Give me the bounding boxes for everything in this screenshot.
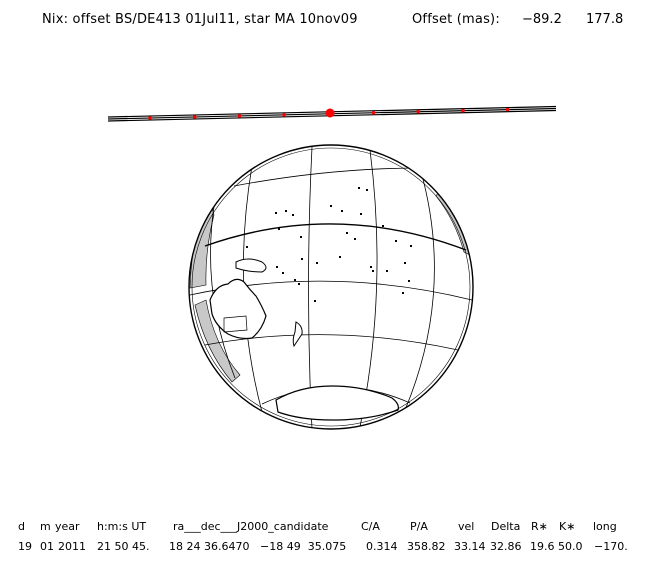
island-dot — [360, 213, 362, 215]
pacific-islands — [246, 187, 412, 302]
offset-label: Offset (mas): — [412, 12, 500, 27]
header-delta: Delta — [491, 520, 521, 533]
shadow-track — [107, 105, 557, 122]
island-dot — [382, 225, 384, 227]
island-dot — [276, 266, 278, 268]
island-dot — [275, 212, 277, 214]
new-zealand-outline — [292, 321, 303, 348]
value-year: 2011 — [58, 540, 86, 553]
australia-region — [223, 315, 248, 333]
island-dot — [278, 228, 280, 230]
track-marker — [371, 111, 376, 115]
island-dot — [354, 238, 356, 240]
header-pa: P/A — [410, 520, 428, 533]
value-dec: −18 49 35.075 — [260, 540, 347, 553]
value-delta: 32.86 — [490, 540, 522, 553]
antarctica-outline — [275, 385, 399, 421]
value-ra: 18 24 36.6470 — [169, 540, 250, 553]
island-dot — [346, 232, 348, 234]
value-rstar: 19.6 — [530, 540, 555, 553]
value-kstar: 50.0 — [558, 540, 583, 553]
header-radec: ra___dec___J2000_candidate — [173, 520, 329, 533]
island-dot — [386, 270, 388, 272]
island-dot — [395, 240, 397, 242]
globe-limb — [188, 144, 474, 430]
globe-inner-limb — [191, 147, 471, 427]
island-dot — [300, 236, 302, 238]
island-dot — [285, 210, 287, 212]
island-dot — [404, 262, 406, 264]
offset-x-value: −89.2 — [522, 12, 562, 27]
track-marker — [416, 109, 421, 114]
island-dot — [294, 279, 296, 281]
island-dot — [372, 270, 374, 272]
island-dot — [358, 187, 360, 189]
header-time: h:m:s UT — [97, 520, 147, 533]
track-marker — [148, 116, 152, 120]
header-m: m — [40, 520, 51, 533]
value-long: −170. — [594, 540, 628, 553]
track-marker — [237, 114, 242, 118]
island-dot — [292, 214, 294, 216]
island-dot — [282, 272, 284, 274]
island-dot — [298, 283, 300, 285]
header-long: long — [593, 520, 617, 533]
new-guinea-outline — [235, 258, 267, 273]
closest-approach-marker — [325, 108, 335, 118]
track-marker — [282, 113, 286, 117]
track-marker — [461, 108, 465, 113]
track-marker — [505, 107, 510, 112]
header-rstar: R∗ — [531, 520, 548, 533]
value-vel: 33.14 — [454, 540, 486, 553]
island-dot — [316, 262, 318, 264]
value-time: 21 50 45. — [97, 540, 150, 553]
track-marker — [192, 115, 197, 119]
island-dot — [330, 205, 332, 207]
island-dot — [246, 246, 248, 248]
offset-y-value: 177.8 — [586, 12, 624, 27]
value-pa: 358.82 — [407, 540, 446, 553]
value-ca: 0.314 — [366, 540, 398, 553]
island-dot — [408, 280, 410, 282]
value-month: 01 — [40, 540, 54, 553]
island-dot — [314, 300, 316, 302]
island-dot — [339, 256, 341, 258]
island-dot — [301, 258, 303, 260]
island-dot — [410, 245, 412, 247]
header-ca: C/A — [361, 520, 380, 533]
globe-disk — [189, 145, 473, 429]
globe — [188, 144, 474, 430]
header-kstar: K∗ — [559, 520, 576, 533]
value-day: 19 — [18, 540, 32, 553]
plot-title: Nix: offset BS/DE413 01Jul11, star MA 10… — [42, 12, 358, 27]
header-year: year — [55, 520, 80, 533]
header-d: d — [18, 520, 25, 533]
island-dot — [366, 189, 368, 191]
header-vel: vel — [458, 520, 475, 533]
island-dot — [370, 266, 372, 268]
island-dot — [341, 210, 343, 212]
island-dot — [402, 292, 404, 294]
event-table: d m year h:m:s UT ra___dec___J2000_candi… — [0, 514, 646, 564]
